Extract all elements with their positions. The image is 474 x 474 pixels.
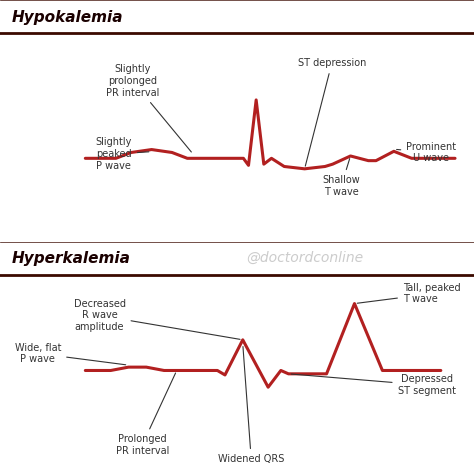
Text: Wide, flat
P wave: Wide, flat P wave: [15, 343, 126, 365]
Text: @doctordconline: @doctordconline: [246, 251, 364, 265]
Text: Slightly
prolonged
PR interval: Slightly prolonged PR interval: [106, 64, 191, 152]
Text: Depressed
ST segment: Depressed ST segment: [291, 374, 456, 396]
Text: Hypokalemia: Hypokalemia: [12, 10, 123, 25]
Text: Prolonged
PR interval: Prolonged PR interval: [116, 373, 175, 456]
Text: Slightly
peaked
P wave: Slightly peaked P wave: [96, 137, 149, 171]
Text: Prominent
U wave: Prominent U wave: [397, 142, 456, 163]
Text: Widened QRS: Widened QRS: [218, 346, 284, 464]
Text: Hyperkalemia: Hyperkalemia: [12, 252, 131, 266]
Text: Shallow
T wave: Shallow T wave: [322, 159, 360, 197]
Text: Tall, peaked
T wave: Tall, peaked T wave: [357, 283, 461, 304]
Text: Decreased
R wave
amplitude: Decreased R wave amplitude: [73, 299, 240, 339]
Text: ST depression: ST depression: [298, 58, 366, 166]
